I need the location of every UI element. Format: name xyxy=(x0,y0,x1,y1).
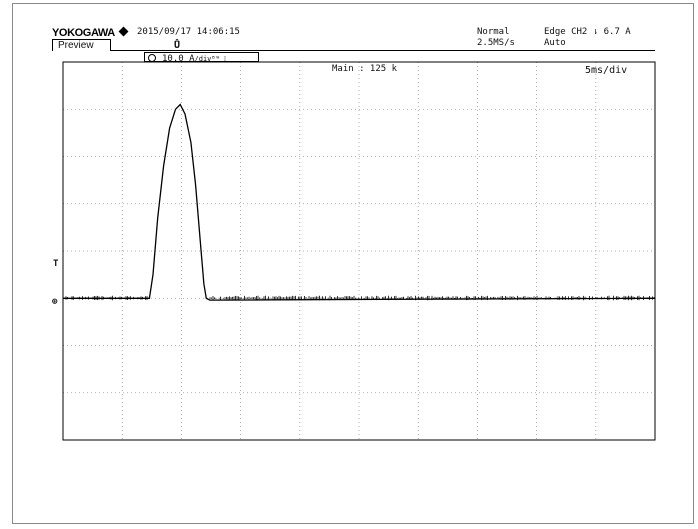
main-record-length: Main : 125 k xyxy=(332,64,398,74)
ground-marker: ⊕ xyxy=(52,297,58,307)
acquisition-mode: Normal xyxy=(477,27,510,37)
trigger-level-marker: T xyxy=(53,259,59,269)
graticule xyxy=(63,62,655,440)
datetime: 2015/09/17 14:06:15 xyxy=(137,27,240,37)
channel-scale-unit: /div xyxy=(194,55,212,63)
falling-edge-icon: ⇂ xyxy=(592,27,599,37)
trigger-source: Edge CH2 xyxy=(544,27,588,37)
trigger-position-icon: Ů xyxy=(174,40,181,51)
channel-scale: 10.0 A xyxy=(162,54,195,64)
trigger-level: 6.7 A xyxy=(603,27,631,37)
image-frame xyxy=(12,3,694,524)
brand-logo: YOKOGAWA xyxy=(52,26,129,39)
trigger-mode: Auto xyxy=(544,38,566,48)
waveform-trace xyxy=(63,103,656,301)
channel-scale-extra: ᴮᵂ ⁞ xyxy=(211,55,226,63)
preview-tab[interactable]: Preview xyxy=(52,39,111,51)
timebase: 5ms/div xyxy=(585,65,628,76)
graticule-border xyxy=(62,61,656,441)
sample-rate: 2.5MS/s xyxy=(477,38,515,48)
header-divider xyxy=(111,50,655,51)
trigger-setting: Edge CH2 ⇂ 6.7 A xyxy=(544,27,631,37)
